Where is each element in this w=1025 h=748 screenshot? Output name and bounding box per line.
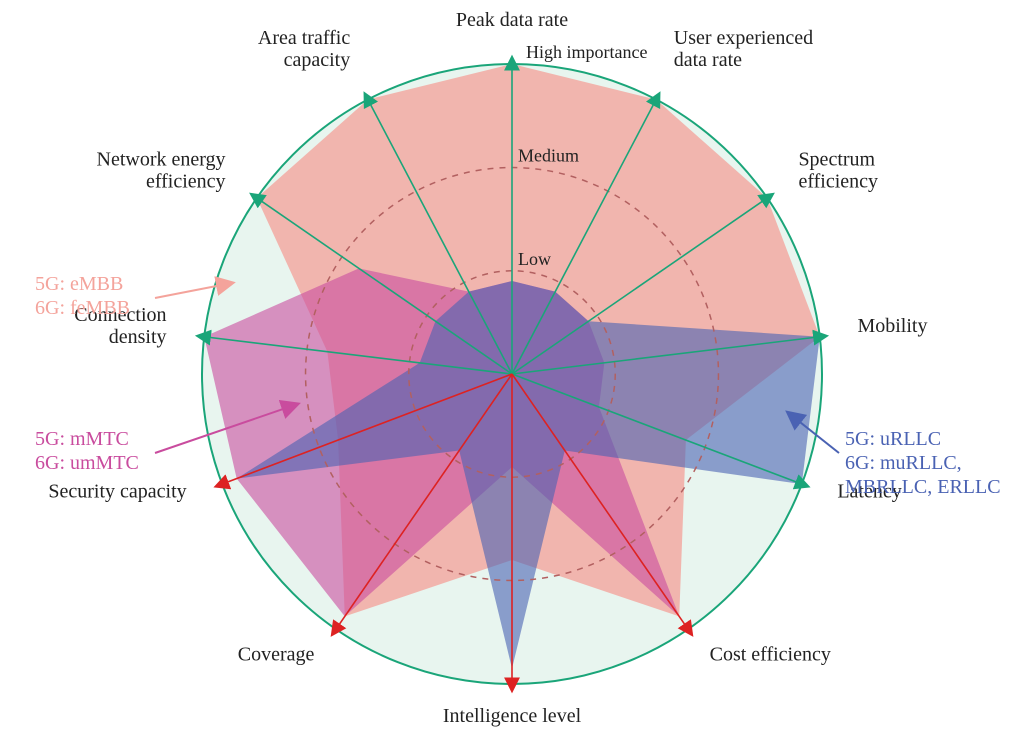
ring-label-high: High importance	[526, 42, 647, 62]
radar-chart: Low Medium High importance Peak data rate Us…	[0, 0, 1025, 748]
axis-label-energy_eff: Network energyefficiency	[97, 148, 226, 192]
axis-label-mobility: Mobility	[857, 315, 927, 337]
axis-label-cost_eff: Cost efficiency	[710, 643, 831, 665]
axis-label-security: Security capacity	[48, 481, 186, 503]
callout-label-mmtc-ummtc: 5G: mMTC6G: umMTC	[35, 428, 139, 474]
axis-label-spectrum_eff: Spectrumefficiency	[798, 148, 878, 192]
ring-label-low: Low	[518, 249, 551, 269]
ring-label-medium: Medium	[518, 146, 579, 166]
callout-label-embb-fembb: 5G: eMBB6G: feMBB	[35, 273, 130, 319]
callout-label-urllc-murllc: 5G: uRLLC6G: muRLLC,MBRLLC, ERLLC	[845, 428, 1001, 498]
axis-label-peak_data_rate: Peak data rate	[456, 9, 568, 31]
axis-label-intelligence: Intelligence level	[443, 705, 582, 727]
axis-label-area_traffic: Area trafficcapacity	[258, 27, 350, 71]
axis-label-coverage: Coverage	[238, 643, 315, 665]
axis-label-user_data_rate: User experienceddata rate	[674, 27, 813, 71]
